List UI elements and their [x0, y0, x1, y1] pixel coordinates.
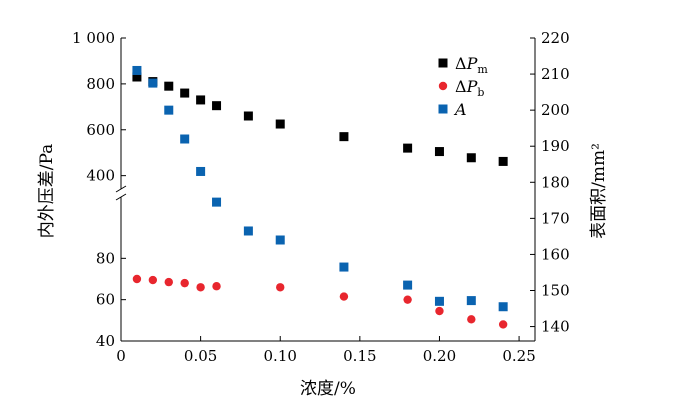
x-tick-label: 0.10 [264, 347, 297, 365]
data-point [132, 274, 142, 284]
data-point [243, 111, 253, 121]
legend-label: ΔPm [455, 54, 488, 76]
data-point [212, 282, 221, 291]
data-point [466, 296, 476, 306]
y-right-tick-label: 190 [541, 137, 570, 155]
data-point [132, 65, 142, 75]
y-right-tick-label: 160 [541, 245, 570, 263]
x-tick-label: 0 [116, 347, 126, 365]
data-point [148, 78, 158, 88]
axis-break-mark [115, 185, 127, 193]
legend-marker [438, 58, 448, 68]
legend-label: A [453, 100, 467, 119]
data-point [196, 95, 206, 105]
y-right-tick-label: 210 [541, 65, 570, 83]
data-point [498, 302, 508, 312]
legend-marker [438, 81, 448, 91]
y-left-tick-label: 60 [96, 291, 115, 309]
data-point [435, 306, 444, 316]
data-point [275, 235, 285, 245]
data-point [164, 105, 174, 115]
ticks: 0 0.05 0.10 0.15 0.20 0.25 40 60 80 400 600 800 1 00… [72, 29, 570, 365]
x-tick-label: 0.05 [184, 347, 217, 365]
data-point [212, 197, 222, 207]
data-point [498, 320, 508, 329]
y-right-tick-label: 170 [541, 209, 570, 227]
y-left-tick-label: 400 [86, 167, 115, 185]
y-axis-left-title: 内外压差/Pa [37, 144, 57, 239]
x-tick-label: 0.15 [343, 347, 376, 365]
data-point [212, 101, 222, 111]
x-tick-label: 0.25 [502, 347, 535, 365]
data-point [466, 153, 476, 163]
data-point [403, 280, 413, 290]
legend-marker [438, 104, 448, 114]
data-point [276, 283, 285, 292]
data-point [243, 226, 253, 236]
data-point [196, 166, 206, 176]
y-right-tick-label: 140 [541, 318, 570, 336]
data-point [339, 132, 349, 142]
data-point [180, 88, 190, 98]
data-point [498, 156, 508, 166]
data-point [180, 134, 190, 144]
x-axis-title: 浓度/% [300, 379, 356, 399]
y-right-tick-label: 150 [541, 282, 570, 300]
y-right-tick-label: 200 [541, 101, 570, 119]
y-right-tick-label: 220 [541, 29, 570, 47]
data-point [434, 147, 444, 157]
legend-label: ΔPb [455, 77, 484, 99]
y-left-tick-label: 1 000 [72, 29, 115, 47]
data-point [164, 81, 174, 91]
data-points [132, 65, 508, 329]
y-left-tick-label: 600 [86, 121, 115, 139]
data-point [403, 143, 413, 153]
data-point [403, 295, 412, 304]
data-point [164, 277, 173, 287]
y-axis-right-title: 表面积/mm² [589, 143, 609, 239]
axis-break-mark [115, 193, 127, 201]
data-point [148, 275, 158, 285]
data-point [132, 72, 142, 82]
y-right-tick-label: 180 [541, 173, 570, 191]
x-tick-label: 0.20 [423, 347, 456, 365]
data-point [180, 278, 189, 288]
data-point [339, 292, 349, 301]
y-left-tick-label: 40 [96, 332, 115, 350]
data-point [339, 262, 349, 272]
data-point [467, 315, 476, 324]
data-point [434, 296, 444, 306]
y-left-tick-label: 80 [96, 249, 115, 267]
y-left-tick-label: 800 [86, 75, 115, 93]
data-point [196, 283, 205, 292]
data-point [275, 119, 285, 129]
